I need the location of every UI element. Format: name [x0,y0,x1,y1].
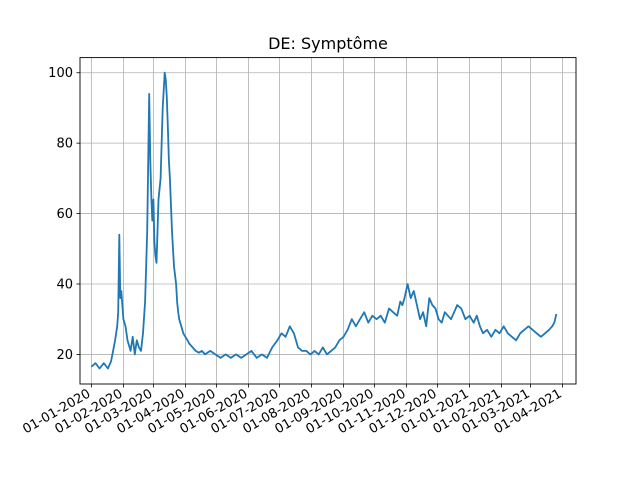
plot-frame [79,57,577,385]
chart-title: DE: Symptôme [268,34,388,53]
x-axis: 01-01-202001-02-202001-03-202001-04-2020… [20,384,565,437]
y-tick-label: 80 [56,137,73,152]
y-axis: 20 40 60 80 100 [48,66,80,363]
grid-lines [80,57,576,384]
y-tick-label: 100 [48,66,73,81]
y-tick-label: 40 [56,278,73,293]
y-tick-label: 20 [56,348,73,363]
series-line [90,71,558,370]
y-tick-label: 60 [56,207,73,222]
